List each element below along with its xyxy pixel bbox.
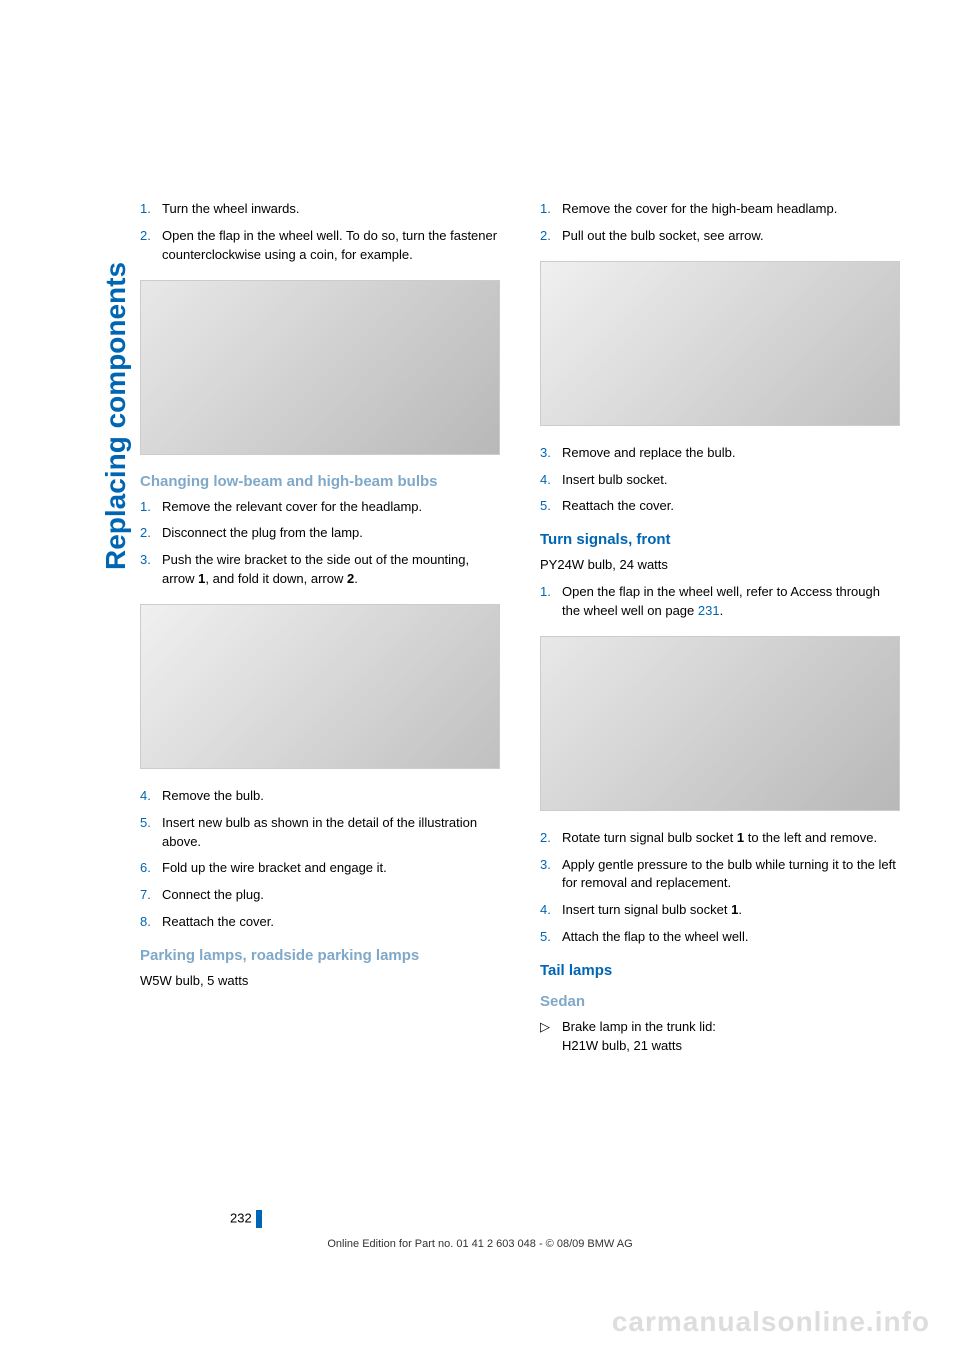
step-item: 3. Push the wire bracket to the side out… xyxy=(140,551,500,589)
page-number-value: 232 xyxy=(230,1210,252,1225)
text-part: , and fold it down, arrow xyxy=(205,571,347,586)
step-item: 2. Rotate turn signal bulb socket 1 to t… xyxy=(540,829,900,848)
step-text: Apply gentle pressure to the bulb while … xyxy=(562,856,900,894)
step-list-r3: 1. Open the flap in the wheel well, refe… xyxy=(540,583,900,621)
bullet-item: ▷ Brake lamp in the trunk lid: H21W bulb… xyxy=(540,1018,900,1056)
step-number: 5. xyxy=(540,497,562,516)
step-list-bulbs1: 1. Remove the relevant cover for the hea… xyxy=(140,498,500,589)
step-item: 1. Remove the cover for the high-beam he… xyxy=(540,200,900,219)
text-part: Insert turn signal bulb socket xyxy=(562,902,731,917)
step-item: 5. Reattach the cover. xyxy=(540,497,900,516)
wheel-well-illustration xyxy=(140,280,500,455)
text-part: Rotate turn signal bulb socket xyxy=(562,830,737,845)
step-item: 3. Remove and replace the bulb. xyxy=(540,444,900,463)
page-number-bar xyxy=(256,1210,262,1228)
step-item: 4. Insert bulb socket. xyxy=(540,471,900,490)
heading-turn-signals: Turn signals, front xyxy=(540,531,900,548)
step-item: 6. Fold up the wire bracket and engage i… xyxy=(140,859,500,878)
step-text: Open the flap in the wheel well, refer t… xyxy=(562,583,900,621)
step-item: 5. Insert new bulb as shown in the detai… xyxy=(140,814,500,852)
bulb-spec-text: PY24W bulb, 24 watts xyxy=(540,556,900,575)
step-item: 1. Remove the relevant cover for the hea… xyxy=(140,498,500,517)
step-list-intro: 1. Turn the wheel inwards. 2. Open the f… xyxy=(140,200,500,265)
text-part: . xyxy=(354,571,358,586)
text-part: to the left and remove. xyxy=(744,830,877,845)
step-list-r2: 3. Remove and replace the bulb. 4. Inser… xyxy=(540,444,900,517)
step-item: 4. Remove the bulb. xyxy=(140,787,500,806)
step-number: 2. xyxy=(540,227,562,246)
page-link[interactable]: 231 xyxy=(698,603,720,618)
step-number: 1. xyxy=(540,200,562,219)
step-text: Disconnect the plug from the lamp. xyxy=(162,524,500,543)
step-number: 7. xyxy=(140,886,162,905)
step-item: 5. Attach the flap to the wheel well. xyxy=(540,928,900,947)
step-number: 4. xyxy=(140,787,162,806)
step-item: 1. Open the flap in the wheel well, refe… xyxy=(540,583,900,621)
heading-tail-lamps: Tail lamps xyxy=(540,962,900,979)
sidebar-title: Replacing components xyxy=(100,262,132,570)
step-number: 1. xyxy=(140,200,162,219)
step-item: 2. Open the flap in the wheel well. To d… xyxy=(140,227,500,265)
footer-copyright: Online Edition for Part no. 01 41 2 603 … xyxy=(0,1238,960,1250)
step-number: 5. xyxy=(140,814,162,852)
step-text: Remove the relevant cover for the headla… xyxy=(162,498,500,517)
step-item: 3. Apply gentle pressure to the bulb whi… xyxy=(540,856,900,894)
step-item: 2. Pull out the bulb socket, see arrow. xyxy=(540,227,900,246)
right-column: 1. Remove the cover for the high-beam he… xyxy=(540,200,900,1064)
content-area: 1. Turn the wheel inwards. 2. Open the f… xyxy=(140,200,900,1064)
step-item: 2. Disconnect the plug from the lamp. xyxy=(140,524,500,543)
step-text: Attach the flap to the wheel well. xyxy=(562,928,900,947)
heading-parking-lamps: Parking lamps, roadside parking lamps xyxy=(140,947,500,964)
step-list-bulbs2: 4. Remove the bulb. 5. Insert new bulb a… xyxy=(140,787,500,932)
watermark: carmanualsonline.info xyxy=(612,1306,930,1338)
step-number: 4. xyxy=(540,901,562,920)
step-number: 8. xyxy=(140,913,162,932)
text-part: . xyxy=(738,902,742,917)
turn-signal-illustration xyxy=(540,636,900,811)
step-number: 3. xyxy=(540,856,562,894)
step-text: Open the flap in the wheel well. To do s… xyxy=(162,227,500,265)
step-text: Push the wire bracket to the side out of… xyxy=(162,551,500,589)
step-item: 8. Reattach the cover. xyxy=(140,913,500,932)
step-text: Remove the cover for the high-beam headl… xyxy=(562,200,900,219)
step-number: 6. xyxy=(140,859,162,878)
step-text: Remove the bulb. xyxy=(162,787,500,806)
step-item: 7. Connect the plug. xyxy=(140,886,500,905)
step-text: Connect the plug. xyxy=(162,886,500,905)
step-item: 4. Insert turn signal bulb socket 1. xyxy=(540,901,900,920)
step-text: Rotate turn signal bulb socket 1 to the … xyxy=(562,829,900,848)
step-number: 1. xyxy=(540,583,562,621)
headlamp-illustration xyxy=(140,604,500,769)
left-column: 1. Turn the wheel inwards. 2. Open the f… xyxy=(140,200,500,1064)
step-text: Pull out the bulb socket, see arrow. xyxy=(562,227,900,246)
triangle-icon: ▷ xyxy=(540,1018,562,1056)
step-number: 1. xyxy=(140,498,162,517)
step-text: Insert bulb socket. xyxy=(562,471,900,490)
step-text: Turn the wheel inwards. xyxy=(162,200,500,219)
bulb-spec-text: W5W bulb, 5 watts xyxy=(140,972,500,991)
step-text: Remove and replace the bulb. xyxy=(562,444,900,463)
heading-sedan: Sedan xyxy=(540,993,900,1010)
step-list-r1: 1. Remove the cover for the high-beam he… xyxy=(540,200,900,246)
step-number: 5. xyxy=(540,928,562,947)
step-item: 1. Turn the wheel inwards. xyxy=(140,200,500,219)
text-part: . xyxy=(720,603,724,618)
step-list-r4: 2. Rotate turn signal bulb socket 1 to t… xyxy=(540,829,900,947)
step-number: 3. xyxy=(540,444,562,463)
step-text: Insert turn signal bulb socket 1. xyxy=(562,901,900,920)
step-text: Insert new bulb as shown in the detail o… xyxy=(162,814,500,852)
bulb-socket-illustration xyxy=(540,261,900,426)
step-text: Reattach the cover. xyxy=(162,913,500,932)
step-number: 4. xyxy=(540,471,562,490)
bullet-text: Brake lamp in the trunk lid: H21W bulb, … xyxy=(562,1018,900,1056)
step-number: 2. xyxy=(140,524,162,543)
step-number: 2. xyxy=(140,227,162,265)
step-number: 3. xyxy=(140,551,162,589)
step-number: 2. xyxy=(540,829,562,848)
heading-low-high-beam: Changing low-beam and high-beam bulbs xyxy=(140,473,500,490)
step-text: Fold up the wire bracket and engage it. xyxy=(162,859,500,878)
step-text: Reattach the cover. xyxy=(562,497,900,516)
page-number: 232 xyxy=(230,1210,262,1228)
page-container: Replacing components 1. Turn the wheel i… xyxy=(0,0,960,1358)
